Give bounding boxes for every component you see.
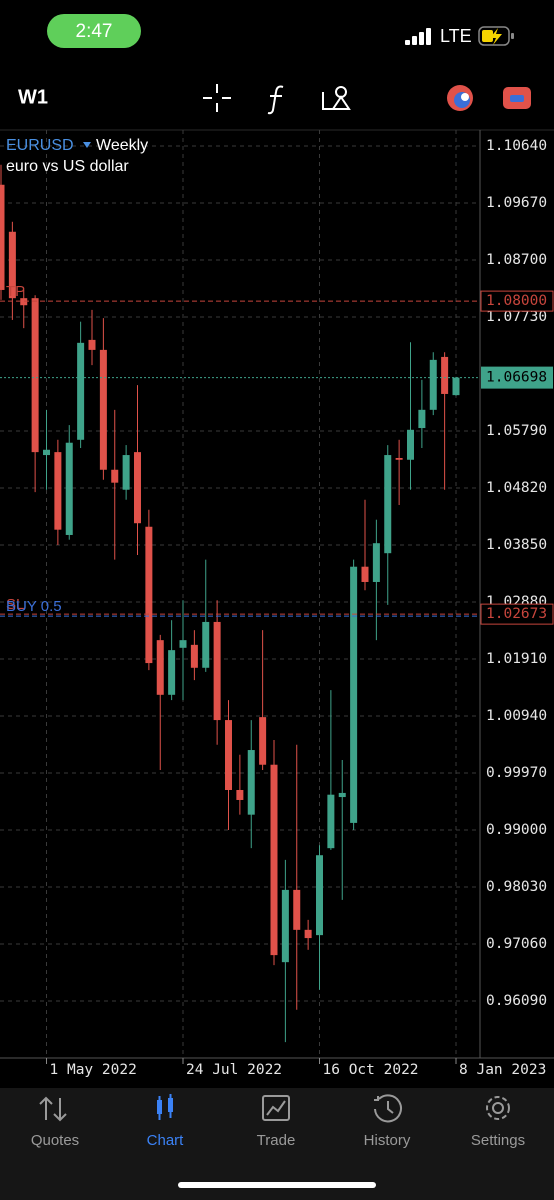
candle-body: [452, 377, 460, 396]
price-label: 1.06698: [486, 370, 547, 386]
y-tick-label: 1.09670: [486, 195, 547, 211]
x-tick-label: 8 Jan 2023: [459, 1062, 546, 1078]
candle-body: [65, 442, 73, 535]
objects-button[interactable]: [322, 86, 351, 110]
candle-body: [316, 855, 323, 936]
candle-body: [247, 750, 255, 815]
candle-body: [190, 644, 198, 668]
candle-body: [111, 469, 119, 483]
candle-body: [77, 342, 85, 440]
candle-body: [236, 789, 244, 800]
candle-body: [54, 452, 62, 530]
candle-body: [441, 356, 449, 394]
candle-body: [168, 650, 176, 695]
y-tick-label: 1.00940: [486, 708, 547, 724]
trade-icon[interactable]: [262, 1095, 290, 1121]
plot-area: 0.96090 0.97060 0.98030 0.99000 0.99970 1.009…: [0, 130, 554, 1078]
indicators-button[interactable]: [267, 85, 284, 115]
tab-label[interactable]: Chart: [147, 1132, 185, 1149]
y-tick-label: 1.10640: [486, 138, 547, 154]
tab-label[interactable]: History: [364, 1132, 411, 1149]
level-name: SL: [6, 596, 24, 613]
y-tick-label: 0.97060: [486, 936, 547, 952]
one-click-trading-button[interactable]: [447, 85, 473, 111]
candle-body: [225, 720, 232, 790]
candle-body: [134, 452, 141, 524]
candle-body: [202, 621, 210, 668]
candle-body: [304, 929, 312, 939]
tab-label[interactable]: Quotes: [31, 1132, 79, 1149]
y-tick-label: 1.03850: [486, 537, 547, 553]
x-tick-label: 1 May 2022: [50, 1062, 137, 1078]
y-tick-label: 0.99970: [486, 765, 547, 781]
candle-body: [372, 543, 380, 582]
candle-body: [293, 889, 301, 930]
y-tick-label: 0.96090: [486, 993, 547, 1009]
tab-bar: [0, 1088, 554, 1200]
y-tick-label: 1.04820: [486, 480, 547, 496]
candle-body: [338, 792, 346, 798]
symbol-dropdown-arrow[interactable]: [83, 142, 91, 148]
tab-label[interactable]: Settings: [471, 1132, 525, 1149]
candle-body: [407, 429, 414, 460]
candle-body: [156, 640, 164, 695]
y-tick-label: 1.07730: [486, 309, 547, 325]
candle-body: [0, 184, 5, 290]
level-name: BUY 0.5: [6, 598, 62, 615]
candle-body: [88, 339, 96, 350]
candle-body: [418, 409, 426, 429]
candle-body: [361, 566, 369, 582]
crosshair-button[interactable]: [203, 84, 231, 112]
candle-body: [384, 455, 392, 554]
battery-icon: [478, 26, 514, 46]
candle-body: [395, 457, 403, 460]
chart-period: Weekly: [96, 137, 148, 154]
home-indicator: [178, 1182, 376, 1188]
level-name: TP: [6, 283, 25, 300]
y-tick-label: 1.08700: [486, 252, 547, 268]
candle-body: [327, 794, 335, 849]
timeframe-button[interactable]: W1: [18, 86, 48, 108]
candle-body: [259, 717, 267, 765]
candle-body: [350, 566, 358, 823]
level-price-box: [480, 603, 554, 625]
y-tick-label: 0.98030: [486, 879, 547, 895]
chart-icon[interactable]: [157, 1094, 173, 1120]
candle-body: [31, 298, 39, 453]
candle-body: [270, 764, 278, 956]
x-tick-label: 16 Oct 2022: [323, 1062, 419, 1078]
level-price-label: 1.02673: [486, 606, 547, 622]
y-tick-label: 1.01910: [486, 651, 547, 667]
symbol-name[interactable]: EURUSD: [6, 137, 74, 154]
level-price-box: [480, 290, 554, 312]
history-icon[interactable]: [374, 1094, 402, 1123]
candle-body: [213, 621, 221, 721]
x-tick-label: 24 Jul 2022: [186, 1062, 282, 1078]
time-pill: [47, 14, 141, 48]
trade-button[interactable]: [503, 87, 531, 109]
candle-body: [20, 298, 28, 306]
status-time: 2:47: [76, 21, 113, 42]
candle-body: [145, 526, 153, 664]
candle-body: [43, 449, 50, 456]
tab-label[interactable]: Trade: [257, 1132, 296, 1149]
candle-body: [8, 231, 16, 299]
candle-body: [122, 455, 130, 490]
candle-body: [99, 349, 107, 470]
signal-icon: [405, 28, 431, 45]
y-tick-label: 0.99000: [486, 822, 547, 838]
quotes-icon[interactable]: [39, 1096, 67, 1122]
y-tick-label: 1.05790: [486, 423, 547, 439]
status-network: LTE: [440, 26, 472, 46]
level-price-label: 1.08000: [486, 293, 547, 309]
price-box: [481, 366, 553, 389]
candle-body: [429, 359, 437, 410]
settings-icon[interactable]: [486, 1096, 510, 1120]
candle-body: [281, 889, 289, 963]
symbol-description: euro vs US dollar: [6, 158, 129, 175]
candle-body: [179, 640, 187, 648]
